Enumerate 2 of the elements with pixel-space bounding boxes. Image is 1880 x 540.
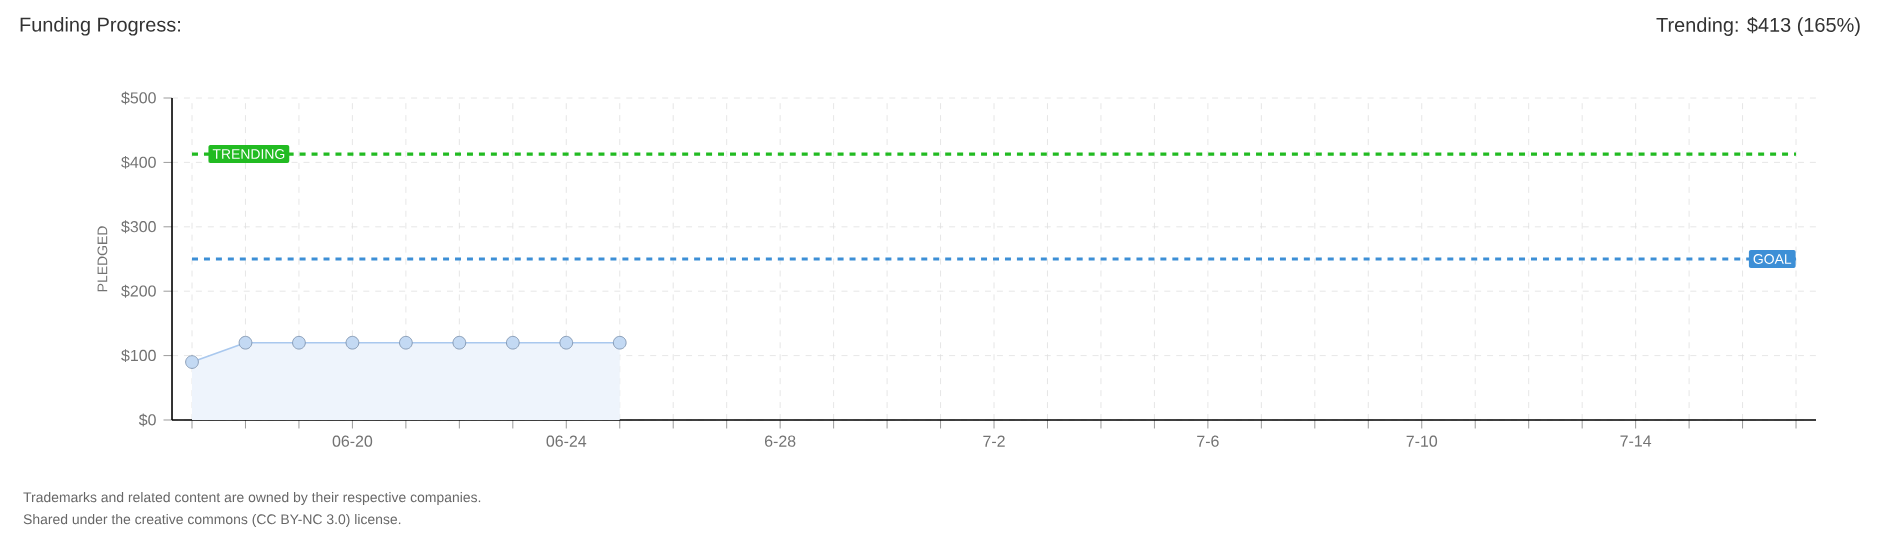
chart-subtitle: Trending: $413 (165%) [1656, 17, 1860, 36]
chart-title: Funding Progress: [20, 17, 180, 36]
